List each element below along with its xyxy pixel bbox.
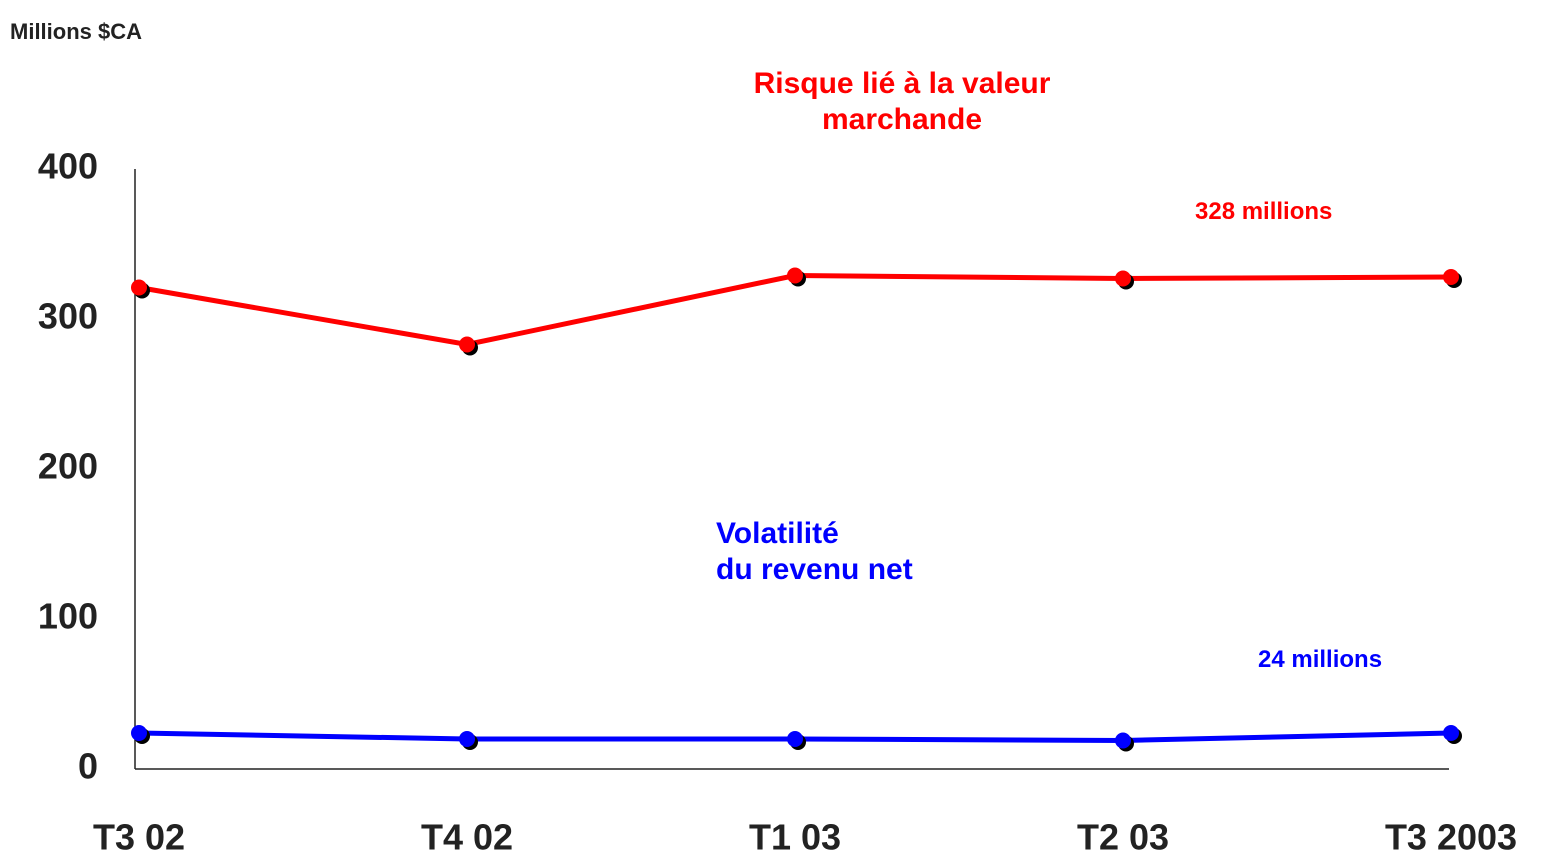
marker: [459, 731, 475, 747]
marker: [787, 731, 803, 747]
x-tick-label: T4 02: [421, 817, 513, 858]
annotation: 24 millions: [1258, 646, 1383, 673]
marker: [131, 725, 147, 741]
y-tick-label: 100: [38, 596, 98, 637]
x-tick-label: T3 2003: [1385, 817, 1517, 858]
y-tick-label: 300: [38, 296, 98, 337]
marker: [1443, 269, 1459, 285]
x-tick-label: T3 02: [93, 817, 185, 858]
marker: [1443, 725, 1459, 741]
y-tick-label: 200: [38, 446, 98, 487]
x-tick-label: T2 03: [1077, 817, 1169, 858]
y-tick-label: 400: [38, 146, 98, 187]
marker: [1115, 270, 1131, 287]
series-label: Volatilité du revenu net: [716, 517, 913, 586]
annotation: 328 millions: [1195, 198, 1333, 225]
y-axis-label: Millions $CA: [10, 19, 142, 44]
x-tick-label: T1 03: [749, 817, 841, 858]
marker: [787, 267, 803, 284]
marker: [131, 279, 147, 296]
y-tick-label: 0: [78, 746, 98, 787]
marker: [459, 336, 475, 353]
series-label: Risque lié à la valeur marchande: [753, 67, 1051, 136]
marker: [1115, 732, 1131, 749]
